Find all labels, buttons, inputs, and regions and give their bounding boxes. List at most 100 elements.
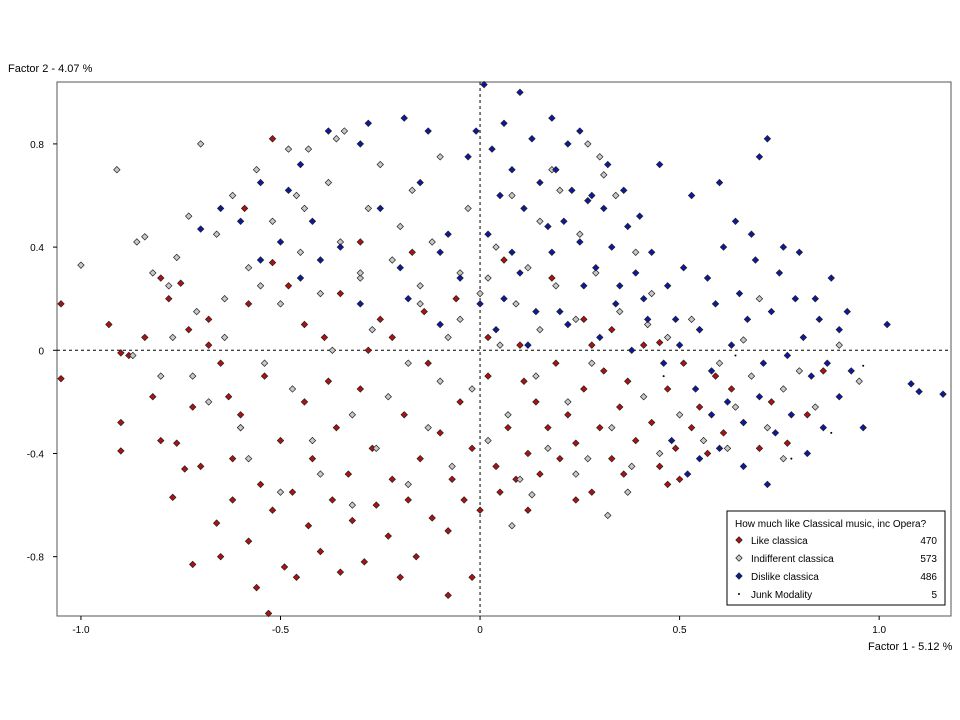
y-tick-label: 0.4 bbox=[30, 243, 44, 254]
point-dislike-classica bbox=[508, 248, 516, 256]
legend-label: Like classica bbox=[751, 536, 808, 547]
point-like-classica bbox=[452, 295, 460, 303]
y-tick-label: 0 bbox=[38, 346, 44, 357]
point-indifferent-classica bbox=[173, 253, 181, 262]
point-like-classica bbox=[300, 320, 309, 329]
point-like-classica bbox=[655, 462, 664, 471]
point-dislike-classica bbox=[276, 238, 285, 246]
point-junk-modality bbox=[790, 457, 793, 460]
point-like-classica bbox=[336, 289, 345, 298]
point-like-classica bbox=[767, 398, 776, 406]
point-dislike-classica bbox=[396, 264, 404, 272]
legend-count: 486 bbox=[920, 572, 937, 583]
point-indifferent-classica bbox=[643, 320, 652, 329]
point-dislike-classica bbox=[496, 191, 504, 200]
point-junk-modality bbox=[662, 375, 665, 378]
point-like-classica bbox=[420, 307, 428, 316]
point-like-classica bbox=[384, 532, 392, 540]
point-indifferent-classica bbox=[244, 454, 253, 463]
point-like-classica bbox=[536, 470, 544, 478]
legend-count: 470 bbox=[920, 536, 937, 547]
x-tick-label: 0.5 bbox=[673, 625, 687, 636]
point-like-classica bbox=[324, 377, 333, 385]
point-dislike-classica bbox=[755, 393, 764, 401]
point-indifferent-classica bbox=[356, 269, 365, 277]
point-indifferent-classica bbox=[476, 289, 484, 298]
point-like-classica bbox=[484, 372, 492, 380]
point-indifferent-classica bbox=[687, 315, 696, 324]
y-axis: -0.8 -0.4 0 0.4 0.8 bbox=[27, 140, 57, 564]
point-like-classica bbox=[157, 274, 165, 282]
point-indifferent-classica bbox=[252, 166, 261, 174]
point-like-classica bbox=[548, 274, 556, 282]
point-indifferent-classica bbox=[141, 233, 149, 241]
point-dislike-classica bbox=[667, 436, 676, 445]
point-indifferent-classica bbox=[284, 145, 293, 153]
point-indifferent-classica bbox=[212, 230, 221, 238]
y-tick-label: -0.4 bbox=[27, 449, 45, 460]
point-indifferent-classica bbox=[268, 217, 277, 225]
point-like-classica bbox=[524, 449, 532, 458]
point-indifferent-classica bbox=[464, 204, 472, 213]
point-dislike-classica bbox=[548, 114, 556, 122]
point-like-classica bbox=[687, 423, 696, 432]
point-indifferent-classica bbox=[260, 359, 269, 367]
legend-title: How much like Classical music, inc Opera… bbox=[735, 519, 927, 530]
point-dislike-classica bbox=[767, 307, 776, 316]
point-indifferent-classica bbox=[508, 522, 516, 530]
point-like-classica bbox=[663, 385, 672, 393]
point-like-classica bbox=[117, 349, 125, 357]
point-dislike-classica bbox=[336, 243, 345, 251]
x-tick-label: -0.5 bbox=[272, 625, 290, 636]
point-dislike-classica bbox=[236, 217, 245, 225]
x-axis: -1.0 -0.5 0 0.5 1.0 bbox=[72, 616, 887, 636]
point-dislike-classica bbox=[791, 295, 800, 303]
point-like-classica bbox=[320, 333, 329, 342]
point-like-classica bbox=[348, 516, 357, 525]
point-indifferent-classica bbox=[189, 372, 197, 380]
point-dislike-classica bbox=[751, 256, 760, 264]
point-indifferent-classica bbox=[348, 501, 357, 509]
point-indifferent-classica bbox=[276, 488, 285, 496]
point-like-classica bbox=[332, 423, 341, 432]
point-like-classica bbox=[456, 398, 464, 406]
x-tick-label: -1.0 bbox=[72, 625, 90, 636]
point-like-classica bbox=[504, 423, 512, 432]
point-dislike-classica bbox=[636, 212, 644, 220]
point-like-classica bbox=[280, 563, 289, 571]
point-indifferent-classica bbox=[779, 385, 788, 393]
point-dislike-classica bbox=[548, 248, 556, 256]
point-dislike-classica bbox=[771, 429, 780, 437]
point-indifferent-classica bbox=[276, 300, 285, 308]
point-like-classica bbox=[484, 333, 492, 342]
point-like-classica bbox=[639, 341, 648, 349]
point-dislike-classica bbox=[759, 359, 768, 367]
point-dislike-classica bbox=[695, 325, 704, 334]
point-indifferent-classica bbox=[516, 475, 524, 483]
point-indifferent-classica bbox=[496, 341, 504, 349]
point-indifferent-classica bbox=[404, 480, 412, 489]
point-like-classica bbox=[620, 470, 628, 478]
point-indifferent-classica bbox=[376, 160, 384, 169]
point-dislike-classica bbox=[592, 264, 600, 272]
point-dislike-classica bbox=[476, 300, 484, 308]
legend-label: Indifferent classica bbox=[751, 554, 834, 565]
point-like-classica bbox=[252, 583, 261, 592]
legend: How much like Classical music, inc Opera… bbox=[726, 510, 946, 606]
point-like-classica bbox=[516, 341, 524, 349]
point-indifferent-classica bbox=[552, 282, 560, 290]
point-indifferent-classica bbox=[532, 372, 540, 380]
point-like-classica bbox=[632, 436, 640, 445]
point-dislike-classica bbox=[316, 256, 325, 264]
point-indifferent-classica bbox=[396, 222, 404, 231]
point-indifferent-classica bbox=[149, 269, 157, 277]
point-dislike-classica bbox=[484, 230, 492, 238]
point-indifferent-classica bbox=[624, 488, 632, 496]
point-dislike-classica bbox=[883, 320, 891, 329]
point-like-classica bbox=[532, 398, 540, 406]
point-dislike-classica bbox=[632, 269, 640, 277]
point-indifferent-classica bbox=[332, 135, 341, 143]
point-dislike-classica bbox=[444, 230, 452, 238]
point-junk-modality bbox=[734, 354, 737, 357]
point-dislike-classica bbox=[516, 269, 524, 277]
